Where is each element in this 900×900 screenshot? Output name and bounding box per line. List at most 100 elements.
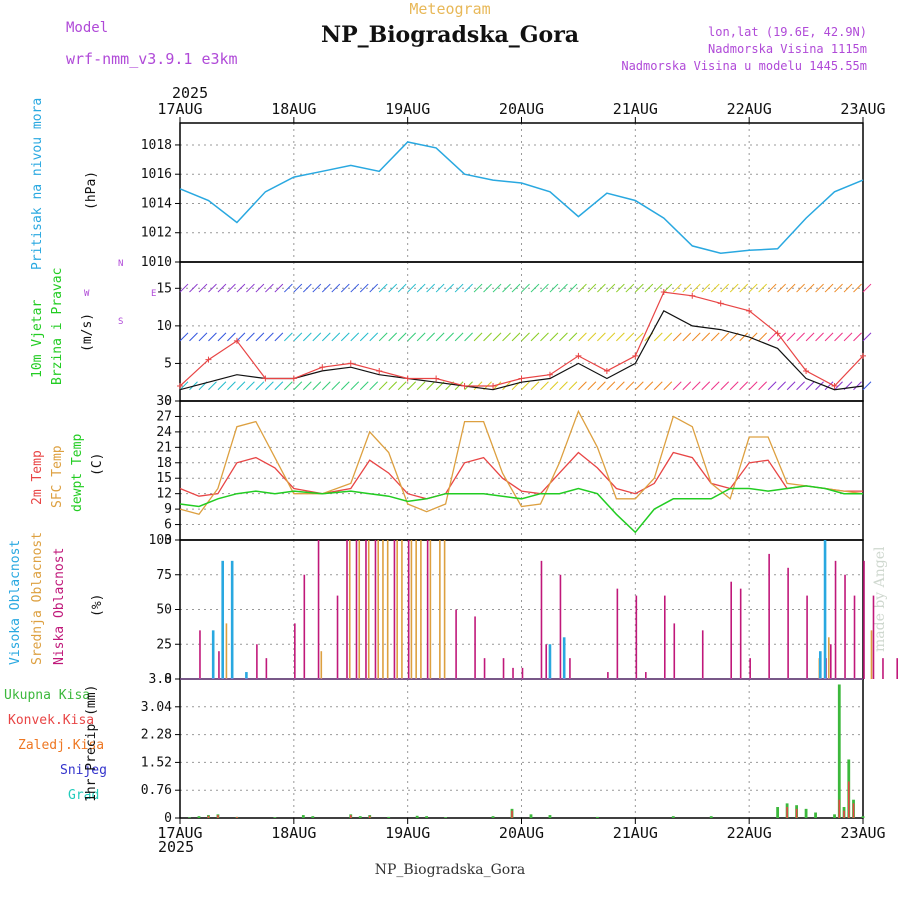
total-precip-bar bbox=[671, 816, 675, 818]
y-tick-label: 18 bbox=[156, 456, 172, 471]
x-tick-label-top: 20AUG bbox=[499, 100, 544, 118]
wind-barb bbox=[179, 283, 189, 293]
wind-barb bbox=[530, 381, 540, 391]
y-tick-label: 1016 bbox=[141, 167, 172, 182]
conv-precip-bar bbox=[236, 816, 238, 818]
wind-barb bbox=[578, 283, 587, 293]
high-cloud-bar bbox=[819, 651, 822, 679]
wind-gust-marker bbox=[689, 292, 696, 299]
wind-barb bbox=[227, 283, 236, 293]
wind-barb bbox=[805, 381, 815, 391]
wind-barb bbox=[853, 283, 862, 293]
mid-cloud-bar bbox=[827, 637, 830, 679]
x-tick-label-top: 21AUG bbox=[613, 100, 658, 118]
total-precip-bar bbox=[814, 812, 817, 818]
wind-barb bbox=[236, 283, 246, 293]
total-precip-bar bbox=[197, 816, 201, 818]
y-tick-label: 0.76 bbox=[141, 783, 172, 798]
wind-barb bbox=[397, 332, 407, 342]
year-top: 2025 bbox=[172, 84, 209, 102]
wind-barb bbox=[549, 332, 559, 342]
low-cloud-bar bbox=[829, 644, 832, 679]
wind-barb bbox=[815, 381, 824, 391]
low-cloud-bar bbox=[455, 609, 457, 679]
wind-barb bbox=[464, 283, 473, 293]
wind-barb bbox=[340, 381, 350, 391]
wind-barb bbox=[359, 332, 369, 342]
low-cloud-bar bbox=[768, 553, 770, 679]
wind-gust-marker bbox=[546, 371, 553, 378]
x-tick-label-top: 19AUG bbox=[385, 100, 430, 118]
wind-barb bbox=[559, 381, 568, 391]
y-tick-label: 3 bbox=[164, 533, 172, 548]
wind-barb bbox=[416, 283, 426, 293]
wind-barb bbox=[862, 381, 872, 391]
y-tick-label: 3.04 bbox=[141, 700, 172, 715]
wind-gust-marker bbox=[262, 375, 269, 382]
wind-barb bbox=[208, 381, 217, 391]
wind-barb bbox=[321, 283, 331, 293]
wind-gust-marker bbox=[290, 375, 297, 382]
wind-barb bbox=[227, 332, 236, 342]
wind-barb bbox=[198, 283, 208, 293]
wind-barb bbox=[312, 283, 322, 293]
wind-barb bbox=[246, 283, 255, 293]
wind-barb bbox=[748, 283, 758, 293]
wind-barb bbox=[350, 332, 360, 342]
low-cloud-bar bbox=[374, 540, 377, 679]
total-precip-bar bbox=[804, 808, 808, 818]
wind-barb bbox=[710, 381, 720, 391]
x-tick-label-top: 17AUG bbox=[157, 100, 202, 118]
x-tick-label-bottom: 23AUG bbox=[840, 824, 885, 842]
mid-cloud-bar bbox=[439, 540, 441, 679]
wind-barb bbox=[378, 332, 388, 342]
wind-barb bbox=[217, 332, 227, 342]
wind-gust-marker bbox=[803, 367, 810, 374]
mid-cloud-bar bbox=[443, 540, 446, 679]
low-cloud-bar bbox=[512, 667, 514, 679]
low-cloud-bar bbox=[787, 567, 789, 679]
wind-barb bbox=[748, 332, 758, 342]
high-cloud-bar bbox=[548, 644, 552, 679]
low-cloud-bar bbox=[834, 560, 837, 679]
model-elevation: Nadmorska Visina u modelu 1445.55m bbox=[621, 59, 867, 73]
wind-barb bbox=[208, 332, 217, 342]
total-precip-bar bbox=[425, 816, 429, 818]
wind-barb bbox=[464, 332, 473, 342]
wind-gust-marker bbox=[461, 382, 468, 389]
y-tick-label: 100 bbox=[149, 533, 172, 548]
high-cloud-bar bbox=[562, 637, 566, 679]
low-cloud-bar bbox=[739, 588, 742, 679]
wind-barb bbox=[359, 283, 369, 293]
low-cloud-bar bbox=[521, 667, 524, 679]
y-tick-label: 0 bbox=[164, 394, 172, 409]
total-precip-bar bbox=[301, 815, 305, 818]
wind-barb bbox=[274, 332, 284, 342]
pressure-line bbox=[179, 141, 864, 254]
low-cloud-bar bbox=[317, 540, 320, 679]
wind-barb bbox=[369, 381, 379, 391]
mid-cloud-bar bbox=[348, 540, 351, 679]
wind-barb bbox=[559, 332, 568, 342]
low-cloud-bar bbox=[393, 540, 396, 679]
wind-barb bbox=[672, 381, 682, 391]
wind-barb bbox=[672, 283, 682, 293]
conv-precip-bar bbox=[843, 810, 845, 818]
wind-barb bbox=[521, 283, 530, 293]
x-tick-label-bottom: 20AUG bbox=[499, 824, 544, 842]
wind-barb bbox=[407, 283, 417, 293]
wind-barb bbox=[540, 332, 549, 342]
low-cloud-bar bbox=[806, 595, 808, 679]
wind-barb bbox=[739, 332, 749, 342]
wind-barb bbox=[739, 381, 749, 391]
wind-barb bbox=[834, 381, 843, 391]
wind-barb bbox=[302, 332, 312, 342]
wind-barb bbox=[407, 332, 417, 342]
wind-barb bbox=[663, 283, 673, 293]
conv-precip-bar bbox=[207, 815, 210, 818]
low-cloud-bar bbox=[346, 540, 348, 679]
total-precip-bar bbox=[188, 817, 191, 818]
low-cloud-bar bbox=[607, 672, 609, 679]
mid-cloud-bar bbox=[870, 630, 873, 679]
